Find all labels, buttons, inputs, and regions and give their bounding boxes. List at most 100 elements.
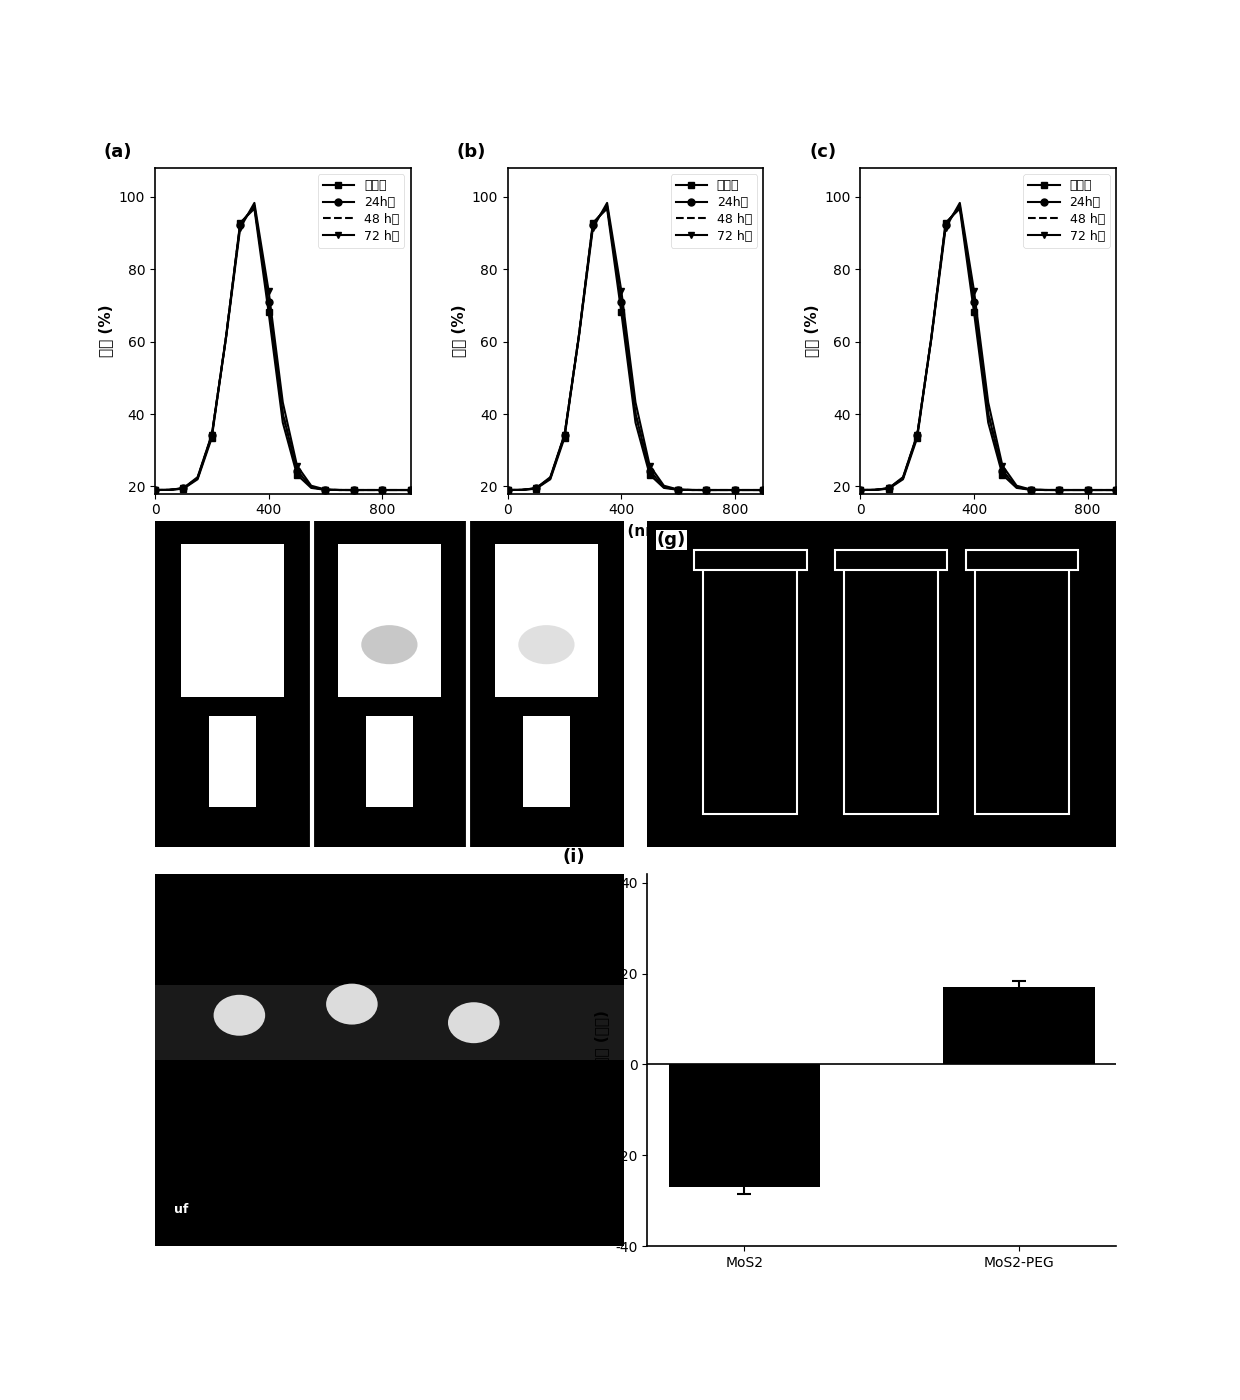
72 h后 <box>939 220 954 237</box>
新溶液 <box>1038 482 1053 498</box>
新溶液 <box>867 482 882 498</box>
48 h后 <box>910 427 925 444</box>
48 h后 <box>148 482 162 498</box>
Text: uf: uf <box>174 1203 188 1217</box>
72 h后 <box>218 330 233 347</box>
Bar <box>976 560 1069 813</box>
72 h后 <box>275 393 290 410</box>
72 h后 <box>205 426 219 442</box>
72 h后 <box>699 482 714 498</box>
24h后 <box>515 482 529 498</box>
新溶液 <box>403 482 418 498</box>
新溶液 <box>332 482 347 498</box>
72 h后 <box>742 482 756 498</box>
24h后 <box>290 462 305 479</box>
24h后 <box>332 482 347 498</box>
24h后 <box>190 469 205 486</box>
新溶液 <box>1109 482 1123 498</box>
48 h后 <box>572 329 587 346</box>
72 h后 <box>713 482 728 498</box>
新溶液 <box>656 480 671 497</box>
24h后 <box>981 405 996 421</box>
24h后 <box>1080 482 1095 498</box>
72 h后 <box>543 469 558 486</box>
24h后 <box>1095 482 1110 498</box>
24h后 <box>247 197 262 214</box>
Line: 48 h后: 48 h后 <box>155 206 410 490</box>
Text: (c): (c) <box>810 143 837 161</box>
48 h后 <box>924 329 939 346</box>
24h后 <box>882 480 897 497</box>
Circle shape <box>326 984 378 1025</box>
48 h后 <box>515 482 529 498</box>
72 h后 <box>247 195 262 211</box>
Bar <box>844 560 937 813</box>
Legend: 新溶液, 24h后, 48 h后, 72 h后: 新溶液, 24h后, 48 h后, 72 h后 <box>1023 174 1110 248</box>
72 h后 <box>981 393 996 410</box>
24h后 <box>361 482 376 498</box>
24h后 <box>671 482 686 498</box>
48 h后 <box>1052 482 1066 498</box>
72 h后 <box>290 458 305 475</box>
48 h后 <box>600 197 615 214</box>
24h后 <box>275 405 290 421</box>
24h后 <box>867 482 882 498</box>
24h后 <box>389 482 404 498</box>
72 h后 <box>994 458 1009 475</box>
72 h后 <box>148 482 162 498</box>
48 h后 <box>671 482 686 498</box>
新溶液 <box>247 200 262 217</box>
48 h后 <box>161 482 176 498</box>
72 h后 <box>500 482 515 498</box>
Circle shape <box>518 626 574 664</box>
48 h后 <box>233 216 248 232</box>
新溶液 <box>939 214 954 231</box>
24h后 <box>924 329 939 346</box>
48 h后 <box>1023 482 1038 498</box>
24h后 <box>317 482 332 498</box>
Legend: 新溶液, 24h后, 48 h后, 72 h后: 新溶液, 24h后, 48 h后, 72 h后 <box>671 174 758 248</box>
48 h后 <box>728 482 743 498</box>
24h后 <box>572 329 587 346</box>
新溶液 <box>233 214 248 231</box>
48 h后 <box>176 480 191 497</box>
新溶液 <box>190 470 205 487</box>
新溶液 <box>742 482 756 498</box>
新溶液 <box>699 482 714 498</box>
24h后 <box>1038 482 1053 498</box>
新溶液 <box>205 430 219 447</box>
24h后 <box>543 469 558 486</box>
Line: 72 h后: 72 h后 <box>151 199 414 493</box>
72 h后 <box>572 330 587 347</box>
Circle shape <box>205 626 260 664</box>
24h后 <box>205 427 219 444</box>
72 h后 <box>176 480 191 497</box>
24h后 <box>713 482 728 498</box>
24h后 <box>895 469 910 486</box>
新溶液 <box>952 200 967 217</box>
新溶液 <box>346 482 361 498</box>
Bar <box>944 987 1095 1064</box>
24h后 <box>1109 482 1123 498</box>
72 h后 <box>1052 482 1066 498</box>
72 h后 <box>304 477 319 494</box>
48 h后 <box>882 480 897 497</box>
72 h后 <box>614 283 629 300</box>
Bar <box>181 543 284 700</box>
新溶液 <box>1009 480 1024 497</box>
72 h后 <box>684 482 699 498</box>
48 h后 <box>374 482 389 498</box>
48 h后 <box>981 405 996 421</box>
48 h后 <box>853 482 868 498</box>
Legend: 新溶液, 24h后, 48 h后, 72 h后: 新溶液, 24h后, 48 h后, 72 h后 <box>317 174 404 248</box>
24h后 <box>176 480 191 497</box>
48 h后 <box>1009 479 1024 496</box>
48 h后 <box>742 482 756 498</box>
X-axis label: 直径 (nm): 直径 (nm) <box>250 524 315 538</box>
新溶液 <box>317 482 332 498</box>
48 h后 <box>642 462 657 479</box>
Circle shape <box>361 626 418 664</box>
48 h后 <box>528 480 543 497</box>
Y-axis label: Zeat 电位 (毫伏): Zeat 电位 (毫伏) <box>594 1009 610 1110</box>
新溶液 <box>910 430 925 447</box>
